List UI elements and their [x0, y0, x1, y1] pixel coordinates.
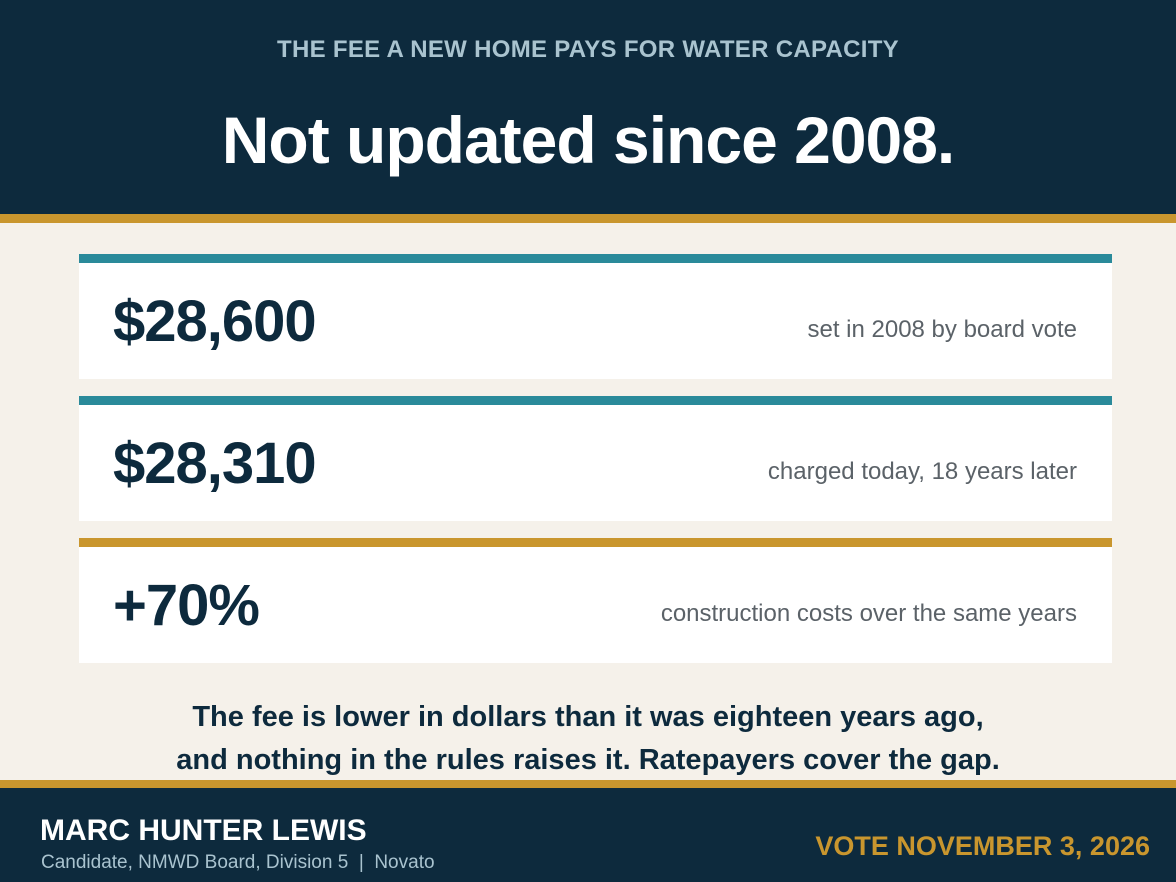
candidate-name: MARC HUNTER LEWIS — [40, 814, 367, 847]
stat-description: charged today, 18 years later — [767, 458, 1077, 485]
header-kicker: THE FEE A NEW HOME PAYS FOR WATER CAPACI… — [277, 36, 899, 63]
stat-value: $28,600 — [113, 289, 317, 354]
stat-card-2008-fee: $28,600 set in 2008 by board vote — [79, 254, 1112, 379]
header-headline: Not updated since 2008. — [221, 103, 956, 177]
footer-banner: MARC HUNTER LEWIS Candidate, NMWD Board,… — [0, 788, 1176, 882]
stat-card-current-fee: $28,310 charged today, 18 years later — [79, 396, 1112, 521]
candidate-role: Candidate, NMWD Board, Division 5 | Nova… — [41, 852, 435, 873]
bottom-gold-rule — [0, 780, 1176, 788]
stat-card-accent-bar — [79, 396, 1112, 405]
stat-card-accent-bar — [79, 538, 1112, 547]
summary-line-1: The fee is lower in dollars than it was … — [192, 701, 984, 733]
stat-card-accent-bar — [79, 254, 1112, 263]
top-gold-rule — [0, 214, 1176, 223]
stat-value: +70% — [113, 573, 260, 638]
vote-date: VOTE NOVEMBER 3, 2026 — [815, 831, 1150, 861]
stat-description: set in 2008 by board vote — [807, 316, 1077, 343]
stat-value: $28,310 — [113, 431, 317, 496]
stat-card-construction-costs: +70% construction costs over the same ye… — [79, 538, 1112, 663]
header-banner: THE FEE A NEW HOME PAYS FOR WATER CAPACI… — [0, 0, 1176, 214]
summary-line-2: and nothing in the rules raises it. Rate… — [176, 744, 1000, 776]
summary-text: The fee is lower in dollars than it was … — [0, 696, 1176, 782]
stat-description: construction costs over the same years — [660, 600, 1077, 627]
